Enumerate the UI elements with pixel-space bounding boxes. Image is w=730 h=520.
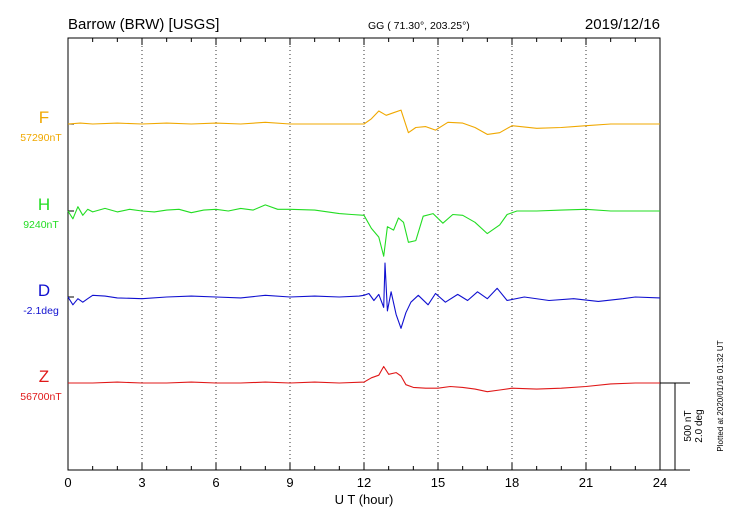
series-baseline-f: 57290nT	[20, 132, 62, 144]
x-tick-label: 6	[212, 475, 219, 490]
x-tick-label: 18	[505, 475, 519, 490]
x-tick-label: 3	[138, 475, 145, 490]
series-name-d: D	[38, 281, 50, 300]
station-coordinates: GG ( 71.30°, 203.25°)	[368, 20, 470, 32]
series-line-d	[67, 262, 661, 329]
x-tick-label: 21	[579, 475, 593, 490]
x-ticks: 0 3 6 9 12 15 18 21 24	[64, 38, 667, 490]
scale-label-nt: 500 nT	[683, 410, 694, 441]
series-name-z: Z	[39, 367, 49, 386]
grid-lines	[141, 38, 587, 470]
plot-date: 2019/12/16	[585, 16, 660, 33]
series-line-h	[67, 204, 660, 257]
x-tick-label: 15	[431, 475, 445, 490]
x-axis-label: U T (hour)	[335, 492, 394, 507]
x-tick-label: 24	[653, 475, 667, 490]
series-line-z	[68, 365, 660, 393]
series-baseline-z: 56700nT	[20, 391, 62, 403]
series-name-h: H	[38, 195, 50, 214]
series-name-f: F	[39, 108, 49, 127]
plotted-timestamp: Plotted at 2020/01/16 01:32 UT	[716, 340, 725, 451]
series-group: F 57290nT H 9240nT D -2.1deg Z 56700nT	[20, 108, 661, 403]
x-tick-label: 0	[64, 475, 71, 490]
x-tick-label: 9	[286, 475, 293, 490]
series-line-f	[67, 109, 660, 135]
series-baseline-d: -2.1deg	[23, 305, 59, 317]
series-baseline-h: 9240nT	[23, 219, 59, 231]
x-tick-label: 12	[357, 475, 371, 490]
station-title: Barrow (BRW) [USGS]	[68, 16, 219, 33]
scale-label-deg: 2.0 deg	[694, 409, 705, 442]
scale-bar: 500 nT 2.0 deg	[660, 382, 705, 471]
